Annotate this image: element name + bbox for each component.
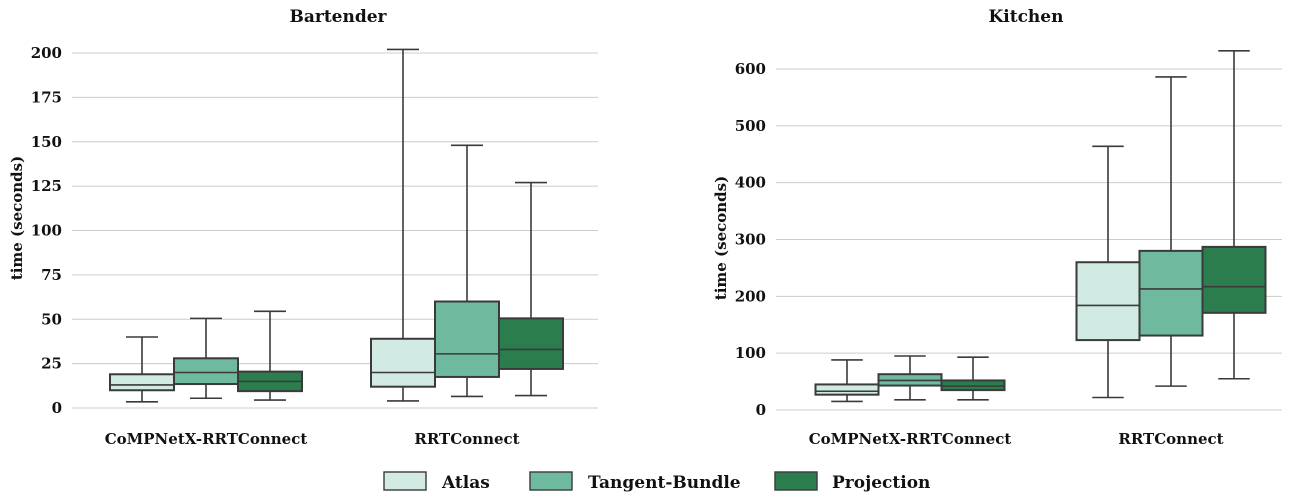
- legend-item-projection: Projection: [774, 471, 930, 493]
- box-atlas: [370, 48, 436, 402]
- iqr-box: [109, 373, 175, 392]
- iqr-box: [1138, 249, 1204, 337]
- legend-swatch: [774, 471, 818, 491]
- y-tick-label: 75: [41, 266, 62, 284]
- y-tick-label: 150: [31, 133, 62, 151]
- legend-swatch: [383, 471, 427, 491]
- legend-swatch: [529, 471, 573, 491]
- y-gridlines: [776, 68, 1282, 411]
- box-atlas: [109, 336, 175, 403]
- iqr-box: [1201, 245, 1267, 314]
- y-tick-label: 25: [41, 355, 62, 373]
- y-tick-label: 500: [735, 117, 766, 135]
- y-tick-label: 175: [31, 88, 62, 106]
- y-tick-label: 100: [735, 344, 766, 362]
- kitchen-chart: Kitchen 0 100 200 300 400 500 600 CoMPNetX-RRT…: [712, 7, 1282, 448]
- iqr-box: [434, 300, 500, 378]
- x-tick-label: RRTConnect: [414, 430, 519, 448]
- x-tick-labels: CoMPNetX-RRTConnect RRTConnect: [105, 430, 520, 448]
- y-tick-label: 0: [52, 399, 62, 417]
- box-projection: [940, 356, 1006, 401]
- y-tick-label: 300: [735, 231, 766, 249]
- box-atlas: [814, 359, 880, 403]
- y-gridlines: [72, 52, 598, 409]
- box-tangent-bundle: [1138, 76, 1204, 387]
- x-tick-label: CoMPNetX-RRTConnect: [105, 430, 308, 448]
- box-projection: [237, 310, 303, 401]
- iqr-box: [173, 357, 239, 386]
- legend-label: Atlas: [441, 473, 490, 493]
- box-plots: [109, 48, 564, 403]
- y-tick-labels: 0 100 200 300 400 500 600: [735, 60, 766, 419]
- x-tick-labels: CoMPNetX-RRTConnect RRTConnect: [809, 430, 1224, 448]
- y-tick-label: 0: [756, 401, 766, 419]
- legend-item-atlas: Atlas: [383, 471, 490, 493]
- y-tick-label: 100: [31, 222, 62, 240]
- box-tangent-bundle: [434, 144, 500, 398]
- box-tangent-bundle: [173, 317, 239, 400]
- y-axis-label: time (seconds): [8, 156, 26, 280]
- legend-label: Projection: [832, 473, 930, 493]
- legend-label: Tangent-Bundle: [588, 473, 741, 493]
- iqr-box: [940, 379, 1006, 392]
- legend-item-tangent-bundle: Tangent-Bundle: [529, 471, 741, 493]
- y-tick-label: 200: [735, 287, 766, 305]
- iqr-box: [370, 337, 436, 388]
- y-tick-label: 200: [31, 44, 62, 62]
- y-tick-label: 400: [735, 174, 766, 192]
- legend: Atlas Tangent-Bundle Projection: [383, 471, 930, 493]
- y-tick-label: 125: [31, 177, 62, 195]
- box-tangent-bundle: [877, 355, 943, 401]
- box-plots: [814, 50, 1267, 403]
- iqr-box: [814, 383, 880, 396]
- chart-title: Bartender: [289, 7, 387, 27]
- chart-title: Kitchen: [989, 7, 1064, 27]
- y-tick-label: 600: [735, 60, 766, 78]
- x-tick-label: RRTConnect: [1118, 430, 1223, 448]
- box-projection: [498, 181, 564, 397]
- box-atlas: [1075, 145, 1141, 399]
- box-projection: [1201, 50, 1267, 380]
- iqr-box: [1075, 261, 1141, 342]
- y-tick-label: 50: [41, 310, 62, 328]
- y-axis-label: time (seconds): [712, 176, 730, 300]
- bartender-chart: Bartender 0 25 50 75 100 125 150 175 200 CoMPNet…: [8, 7, 598, 448]
- y-tick-labels: 0 25 50 75 100 125 150 175 200: [31, 44, 62, 417]
- iqr-box: [498, 317, 564, 370]
- x-tick-label: CoMPNetX-RRTConnect: [809, 430, 1012, 448]
